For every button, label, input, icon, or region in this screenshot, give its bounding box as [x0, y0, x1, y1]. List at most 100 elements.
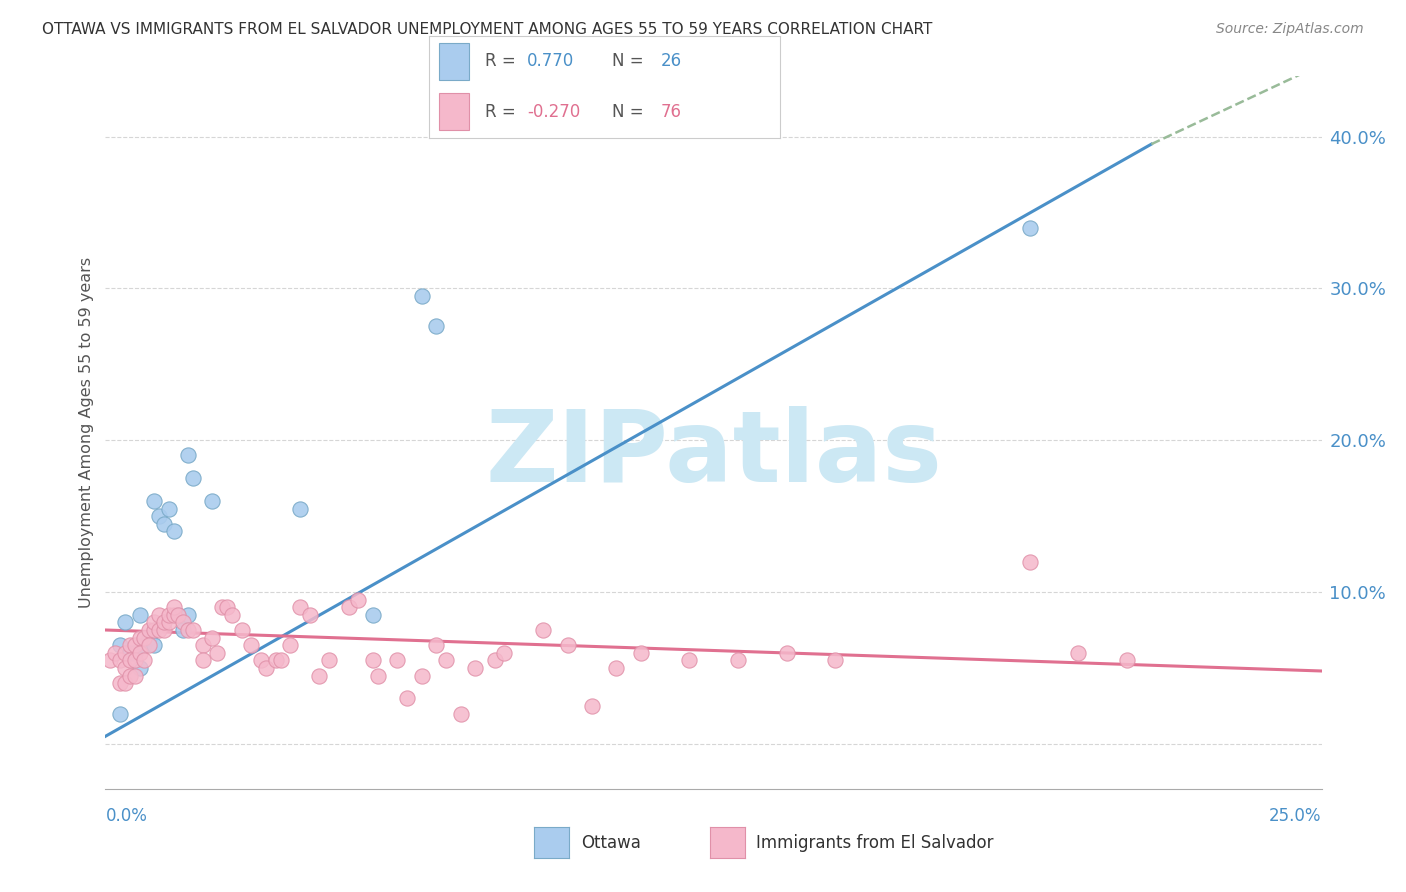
Text: 26: 26 — [661, 53, 682, 70]
Point — [318, 653, 340, 667]
Point — [278, 638, 301, 652]
Point — [240, 638, 263, 652]
Point — [270, 653, 292, 667]
Point — [231, 623, 253, 637]
Point — [191, 653, 214, 667]
Point — [387, 653, 409, 667]
Point — [775, 646, 797, 660]
Point — [1116, 653, 1139, 667]
Point — [162, 607, 184, 622]
Point — [138, 638, 160, 652]
Point — [425, 638, 447, 652]
Point — [288, 600, 311, 615]
Point — [153, 615, 176, 630]
Point — [157, 501, 180, 516]
Point — [118, 638, 141, 652]
Point — [124, 668, 146, 682]
Point — [396, 691, 419, 706]
Point — [464, 661, 486, 675]
Bar — [439, 93, 470, 130]
Point — [308, 668, 330, 682]
Point — [450, 706, 472, 721]
Point — [118, 668, 141, 682]
Point — [494, 646, 516, 660]
Point — [367, 668, 389, 682]
Point — [181, 471, 204, 485]
Point — [347, 592, 370, 607]
Point — [361, 653, 384, 667]
Point — [630, 646, 652, 660]
Point — [177, 449, 200, 463]
Point — [108, 706, 131, 721]
Point — [678, 653, 700, 667]
Point — [824, 653, 846, 667]
Text: 25.0%: 25.0% — [1270, 807, 1322, 825]
Text: 0.770: 0.770 — [527, 53, 575, 70]
Point — [162, 524, 184, 539]
Point — [138, 623, 160, 637]
Point — [211, 600, 233, 615]
Point — [254, 661, 277, 675]
Point — [134, 631, 156, 645]
Text: 0.0%: 0.0% — [105, 807, 148, 825]
Text: Source: ZipAtlas.com: Source: ZipAtlas.com — [1216, 22, 1364, 37]
Point — [157, 615, 180, 630]
Point — [143, 615, 166, 630]
Point — [298, 607, 321, 622]
Point — [128, 631, 150, 645]
Bar — [439, 43, 470, 79]
Point — [124, 638, 146, 652]
Point — [108, 638, 131, 652]
Text: Immigrants from El Salvador: Immigrants from El Salvador — [756, 834, 994, 852]
Point — [153, 623, 176, 637]
Point — [104, 646, 127, 660]
Text: ZIPatlas: ZIPatlas — [485, 406, 942, 502]
Point — [118, 653, 141, 667]
Point — [531, 623, 554, 637]
Point — [177, 607, 200, 622]
Point — [191, 638, 214, 652]
Point — [143, 494, 166, 508]
Point — [108, 653, 131, 667]
Point — [1067, 646, 1090, 660]
Point — [128, 646, 150, 660]
Text: N =: N = — [612, 103, 648, 120]
Point — [167, 607, 190, 622]
Point — [98, 653, 121, 667]
Point — [124, 653, 146, 667]
Point — [411, 289, 433, 303]
Point — [217, 600, 239, 615]
Point — [134, 638, 156, 652]
Point — [361, 607, 384, 622]
Point — [148, 509, 170, 524]
Point — [172, 615, 194, 630]
Point — [181, 623, 204, 637]
Text: -0.270: -0.270 — [527, 103, 581, 120]
Point — [425, 319, 447, 334]
Point — [434, 653, 457, 667]
Point — [157, 607, 180, 622]
Point — [114, 676, 136, 690]
Point — [118, 646, 141, 660]
Text: R =: R = — [485, 53, 522, 70]
Y-axis label: Unemployment Among Ages 55 to 59 years: Unemployment Among Ages 55 to 59 years — [79, 257, 94, 608]
Point — [250, 653, 273, 667]
Point — [128, 607, 150, 622]
Point — [484, 653, 506, 667]
Point — [1018, 555, 1040, 569]
Point — [153, 516, 176, 531]
Text: Ottawa: Ottawa — [581, 834, 641, 852]
Text: N =: N = — [612, 53, 648, 70]
Text: OTTAWA VS IMMIGRANTS FROM EL SALVADOR UNEMPLOYMENT AMONG AGES 55 TO 59 YEARS COR: OTTAWA VS IMMIGRANTS FROM EL SALVADOR UN… — [42, 22, 932, 37]
Point — [172, 623, 194, 637]
Point — [108, 676, 131, 690]
Point — [337, 600, 360, 615]
Point — [162, 600, 184, 615]
Text: R =: R = — [485, 103, 522, 120]
Point — [143, 623, 166, 637]
Point — [411, 668, 433, 682]
Point — [148, 607, 170, 622]
Point — [148, 623, 170, 637]
Point — [167, 607, 190, 622]
Point — [124, 646, 146, 660]
